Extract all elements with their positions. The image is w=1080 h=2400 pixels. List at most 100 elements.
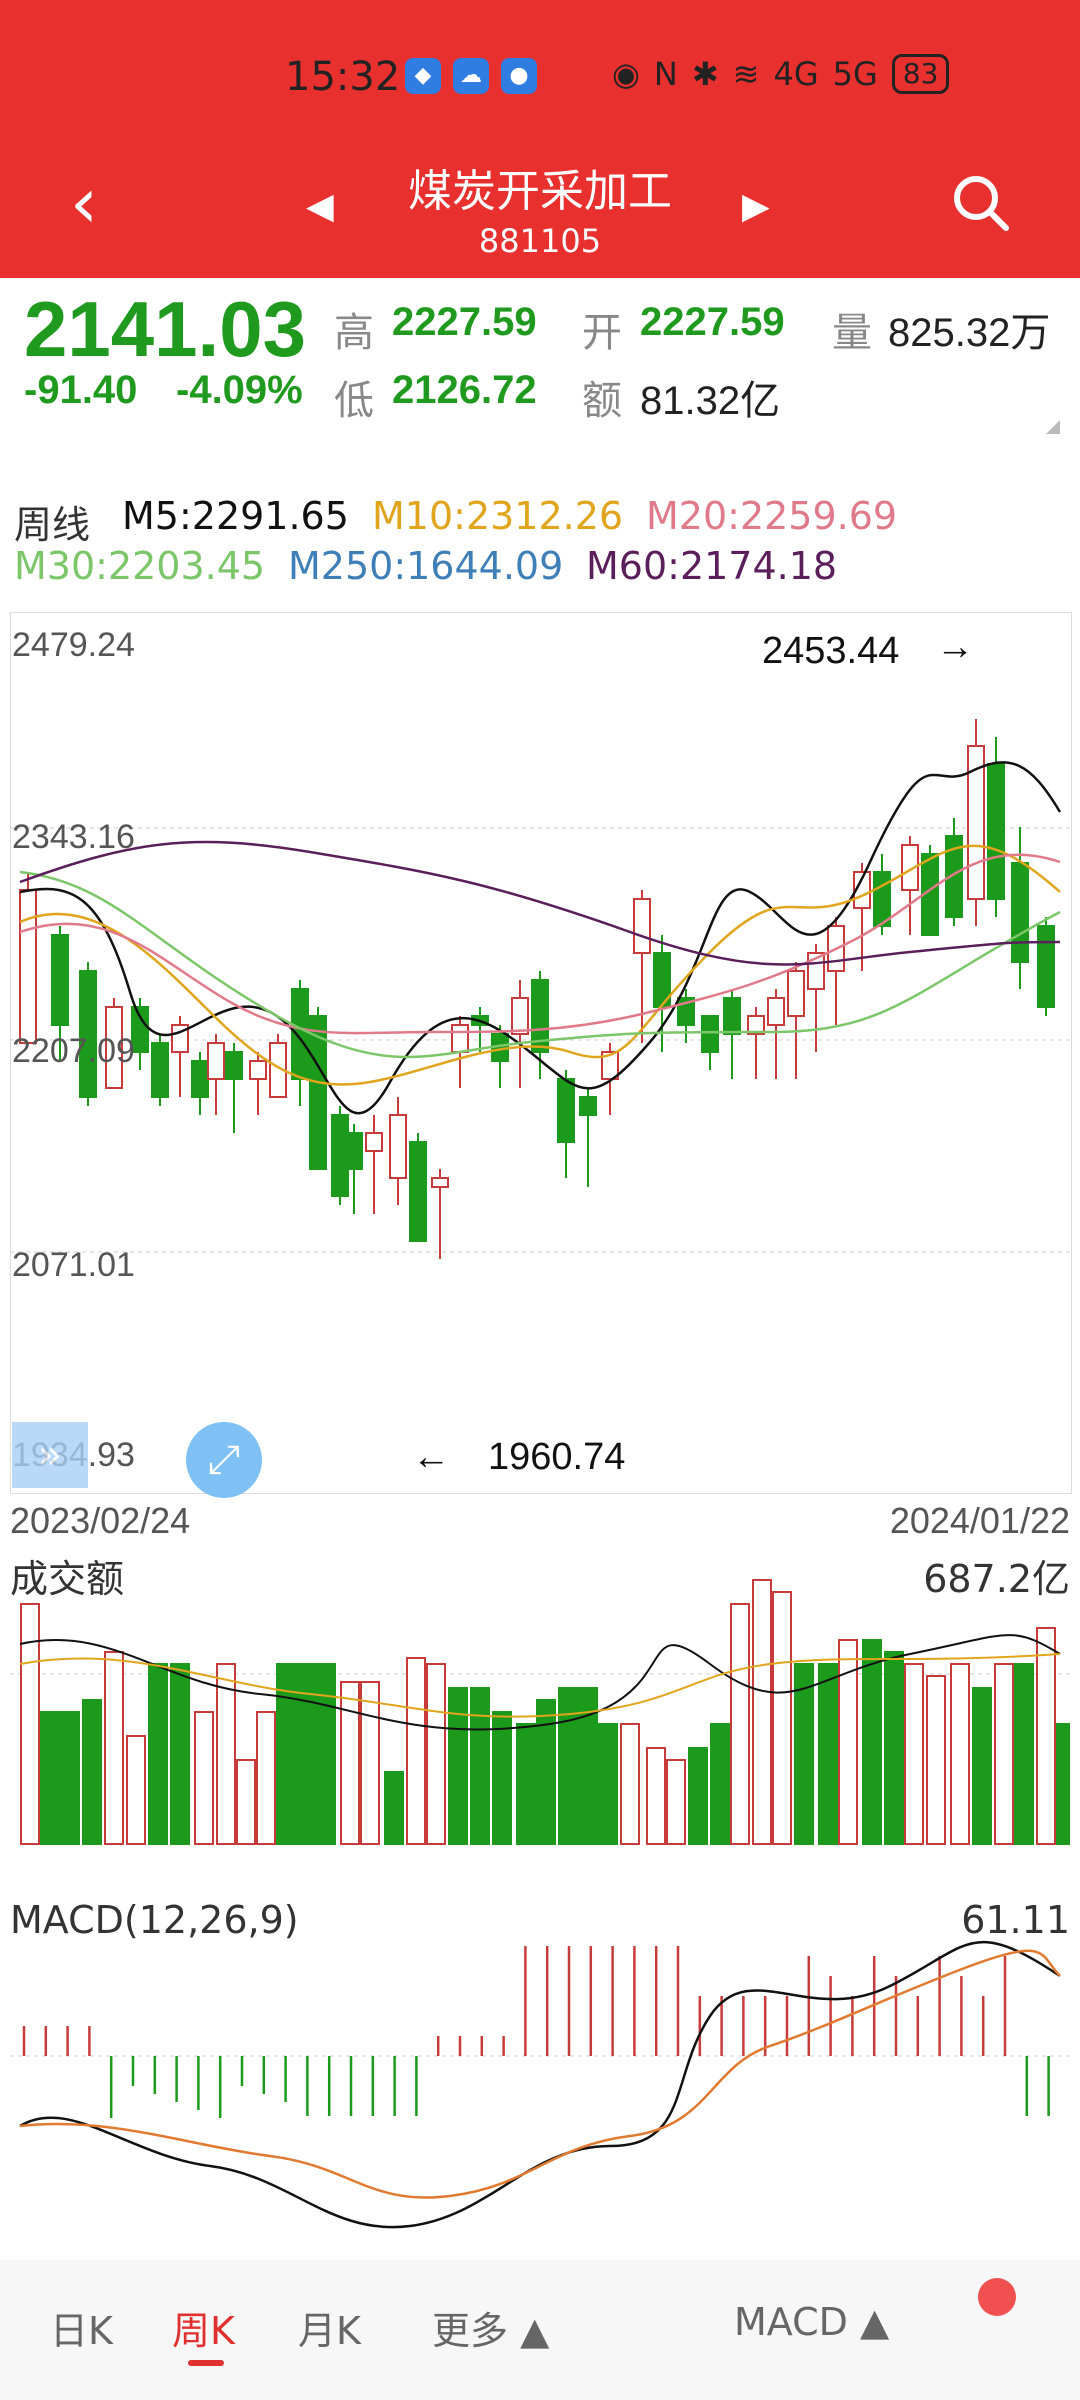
- volume-bar: [950, 1663, 970, 1845]
- volume-bar: [1056, 1723, 1070, 1845]
- status-indicators: ◉ N ✱ ≋ 4G 5G 83: [612, 54, 950, 94]
- back-button[interactable]: ‹: [70, 162, 98, 244]
- low-value: 2126.72: [392, 368, 537, 412]
- dif-line: [19, 1940, 1061, 2229]
- prev-stock-button[interactable]: ◀: [306, 186, 334, 227]
- ma-line: [19, 761, 1062, 1115]
- volume-chart[interactable]: [10, 1544, 1070, 1888]
- volume-bar: [360, 1681, 380, 1845]
- y-tick-4: 2071.01: [12, 1246, 135, 1284]
- volume-bar: [126, 1735, 146, 1845]
- candle-body: [633, 898, 651, 954]
- stock-code: 881105: [478, 222, 602, 260]
- ma250-value: M250:1644.09: [288, 544, 564, 588]
- volume-bar: [82, 1699, 102, 1845]
- volume-bar: [216, 1663, 236, 1845]
- volume-label: 量: [832, 310, 872, 356]
- tab-month-k[interactable]: 月K: [298, 2309, 361, 2353]
- volume-bar: [578, 1687, 598, 1845]
- candle-body: [191, 1060, 209, 1098]
- low-label: 低: [334, 378, 374, 424]
- tab-more-label: 更多: [432, 2309, 509, 2353]
- ma-line: [19, 844, 1061, 1086]
- candle-body: [79, 970, 97, 1098]
- volume-bar: [256, 1711, 276, 1845]
- expand-corner-icon[interactable]: [1046, 420, 1060, 434]
- volume-bar: [340, 1681, 360, 1845]
- candle-body: [151, 1042, 169, 1098]
- tab-more[interactable]: 更多 ▲: [432, 2300, 549, 2355]
- macd-max: 61.11: [961, 1898, 1070, 1942]
- volume-bar: [904, 1663, 924, 1845]
- bottom-tab-bar: [0, 2260, 1080, 2400]
- active-tab-indicator: [188, 2360, 224, 2366]
- candle-body: [19, 889, 37, 1044]
- volume-bar: [148, 1663, 168, 1845]
- volume-bar: [794, 1663, 814, 1845]
- top-bar: ‹ ◀ 煤炭开采加工 881105 ▶: [0, 0, 1080, 278]
- candle-body: [723, 997, 741, 1035]
- status-app-icons: ◆ ☁ ●: [405, 58, 537, 94]
- indicator-selector[interactable]: MACD ▲: [734, 2300, 889, 2344]
- candle-body: [1037, 925, 1055, 1008]
- tab-day-k[interactable]: 日K: [50, 2309, 113, 2353]
- candle-body: [105, 1006, 123, 1089]
- max-price-annotation: 2453.44: [762, 630, 900, 672]
- volume-bar: [598, 1723, 618, 1845]
- volume-bar: [536, 1699, 556, 1845]
- candle-body: [945, 835, 963, 918]
- min-arrow-icon: ←: [412, 1436, 450, 1478]
- fullscreen-icon[interactable]: »: [12, 1422, 88, 1488]
- ma30-value: M30:2203.45: [14, 544, 266, 588]
- volume-bar: [104, 1651, 124, 1845]
- y-tick-3: 2207.09: [12, 1032, 135, 1070]
- volume-bar: [492, 1711, 512, 1845]
- volume-bar: [772, 1591, 792, 1845]
- volume-bar: [972, 1687, 992, 1845]
- ma-line: [19, 840, 1061, 966]
- cloud-icon: ☁: [453, 58, 489, 94]
- candle-body: [431, 1177, 449, 1188]
- candle-body: [345, 1132, 363, 1170]
- volume-max: 687.2亿: [923, 1557, 1070, 1601]
- volume-bar: [994, 1663, 1014, 1845]
- next-stock-button[interactable]: ▶: [742, 186, 770, 227]
- kline-chart[interactable]: [10, 612, 1070, 1492]
- end-date: 2024/01/22: [889, 1500, 1070, 1541]
- volume-bar: [170, 1663, 190, 1845]
- period-label: 周线: [14, 503, 91, 547]
- bulb-icon: ●: [501, 58, 537, 94]
- kline-chart-frame[interactable]: [10, 612, 1072, 1494]
- search-icon[interactable]: [950, 172, 1010, 232]
- status-time: 15:32: [285, 54, 401, 100]
- volume-value: 825.32万: [888, 311, 1051, 355]
- caret-up-icon: ▲: [520, 2309, 550, 2353]
- volume-ma-line: [19, 1634, 1061, 1731]
- candle-body: [601, 1051, 619, 1080]
- candle-body: [767, 997, 785, 1026]
- volume-bar: [558, 1687, 578, 1845]
- tab-week-k[interactable]: 周K: [172, 2309, 235, 2353]
- macd-chart[interactable]: [10, 1896, 1070, 2246]
- volume-bar: [688, 1747, 708, 1845]
- candle-body: [901, 844, 919, 891]
- volume-bar: [666, 1759, 686, 1845]
- volume-title: 成交额: [10, 1557, 125, 1601]
- volume-bar: [926, 1675, 946, 1845]
- wifi-icon: ≋: [732, 55, 760, 93]
- candle-body: [557, 1078, 575, 1143]
- app-icon: ◆: [405, 58, 441, 94]
- y-tick-2: 2343.16: [12, 818, 135, 856]
- candle-body: [389, 1114, 407, 1179]
- battery-icon: 83: [891, 54, 950, 94]
- signal-4g: 4G: [773, 55, 819, 93]
- candle-body: [747, 1015, 765, 1035]
- caret-up-icon: ▲: [860, 2300, 890, 2344]
- volume-bar: [730, 1603, 750, 1845]
- volume-bar: [406, 1657, 426, 1845]
- candle-body: [225, 1051, 243, 1080]
- current-price: 2141.03: [24, 285, 306, 373]
- candle-body: [579, 1096, 597, 1116]
- zoom-icon[interactable]: ⤢: [186, 1422, 262, 1498]
- candle-body: [531, 979, 549, 1053]
